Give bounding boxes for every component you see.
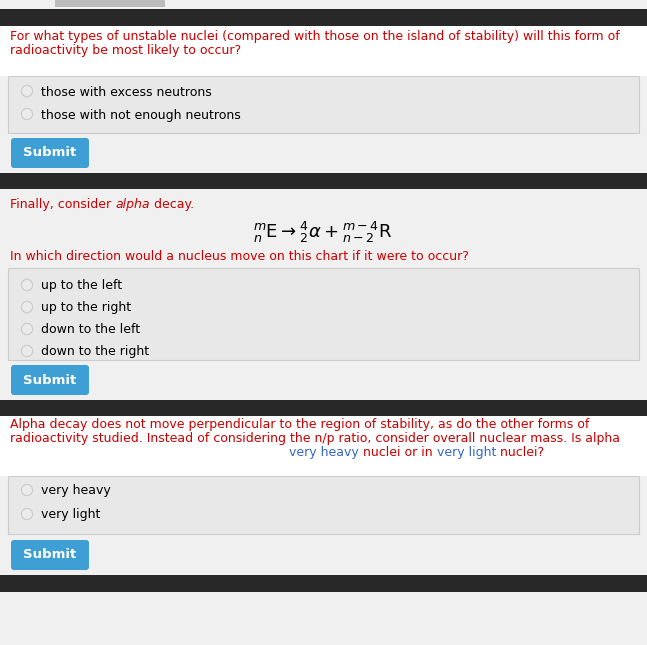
FancyBboxPatch shape — [0, 173, 647, 189]
Text: Finally, consider: Finally, consider — [10, 198, 115, 211]
Text: down to the right: down to the right — [41, 345, 149, 358]
Circle shape — [21, 279, 32, 290]
Text: For what types of unstable nuclei (compared with those on the island of stabilit: For what types of unstable nuclei (compa… — [10, 30, 620, 43]
FancyBboxPatch shape — [8, 476, 639, 534]
Text: Alpha decay does not move perpendicular to the region of stability, as do the ot: Alpha decay does not move perpendicular … — [10, 418, 589, 431]
Text: radioactivity studied. Instead of considering the n/p ratio, consider overall nu: radioactivity studied. Instead of consid… — [10, 432, 620, 445]
Circle shape — [21, 346, 32, 357]
Text: very heavy: very heavy — [289, 446, 359, 459]
Circle shape — [21, 484, 32, 495]
Circle shape — [23, 486, 31, 494]
FancyBboxPatch shape — [0, 400, 647, 416]
FancyBboxPatch shape — [11, 365, 89, 395]
FancyBboxPatch shape — [8, 76, 639, 133]
Text: up to the left: up to the left — [41, 279, 122, 292]
FancyBboxPatch shape — [0, 592, 647, 645]
Circle shape — [21, 508, 32, 519]
Text: Submit: Submit — [23, 373, 76, 386]
Circle shape — [23, 281, 31, 290]
Circle shape — [23, 347, 31, 355]
Text: Submit: Submit — [23, 548, 76, 562]
Circle shape — [23, 510, 31, 519]
Text: In which direction would a nucleus move on this chart if it were to occur?: In which direction would a nucleus move … — [10, 250, 469, 263]
Text: down to the left: down to the left — [41, 323, 140, 336]
Text: those with not enough neutrons: those with not enough neutrons — [41, 109, 241, 122]
Circle shape — [21, 86, 32, 97]
Circle shape — [21, 324, 32, 335]
Text: decay.: decay. — [150, 198, 194, 211]
Text: very heavy: very heavy — [41, 484, 111, 497]
FancyBboxPatch shape — [0, 416, 647, 476]
FancyBboxPatch shape — [8, 268, 639, 360]
FancyBboxPatch shape — [0, 26, 647, 76]
Text: nuclei or in: nuclei or in — [359, 446, 437, 459]
FancyBboxPatch shape — [11, 540, 89, 570]
Text: very light: very light — [41, 508, 100, 521]
Circle shape — [23, 110, 31, 118]
Text: very light: very light — [437, 446, 496, 459]
Text: Submit: Submit — [23, 146, 76, 159]
FancyBboxPatch shape — [11, 138, 89, 168]
FancyBboxPatch shape — [0, 9, 647, 26]
Text: alpha: alpha — [115, 198, 149, 211]
Text: radioactivity be most likely to occur?: radioactivity be most likely to occur? — [10, 44, 241, 57]
Circle shape — [21, 301, 32, 312]
Circle shape — [23, 303, 31, 312]
Text: up to the right: up to the right — [41, 301, 131, 314]
Text: nuclei?: nuclei? — [496, 446, 544, 459]
FancyBboxPatch shape — [0, 575, 647, 592]
Text: those with excess neutrons: those with excess neutrons — [41, 86, 212, 99]
FancyBboxPatch shape — [55, 0, 165, 7]
Text: $^{m}_{n}\mathrm{E} \rightarrow ^{4}_{2}\alpha + ^{m-4}_{n-2}\mathrm{R}$: $^{m}_{n}\mathrm{E} \rightarrow ^{4}_{2}… — [253, 220, 393, 245]
Circle shape — [21, 108, 32, 119]
Circle shape — [23, 86, 31, 95]
Circle shape — [23, 324, 31, 333]
